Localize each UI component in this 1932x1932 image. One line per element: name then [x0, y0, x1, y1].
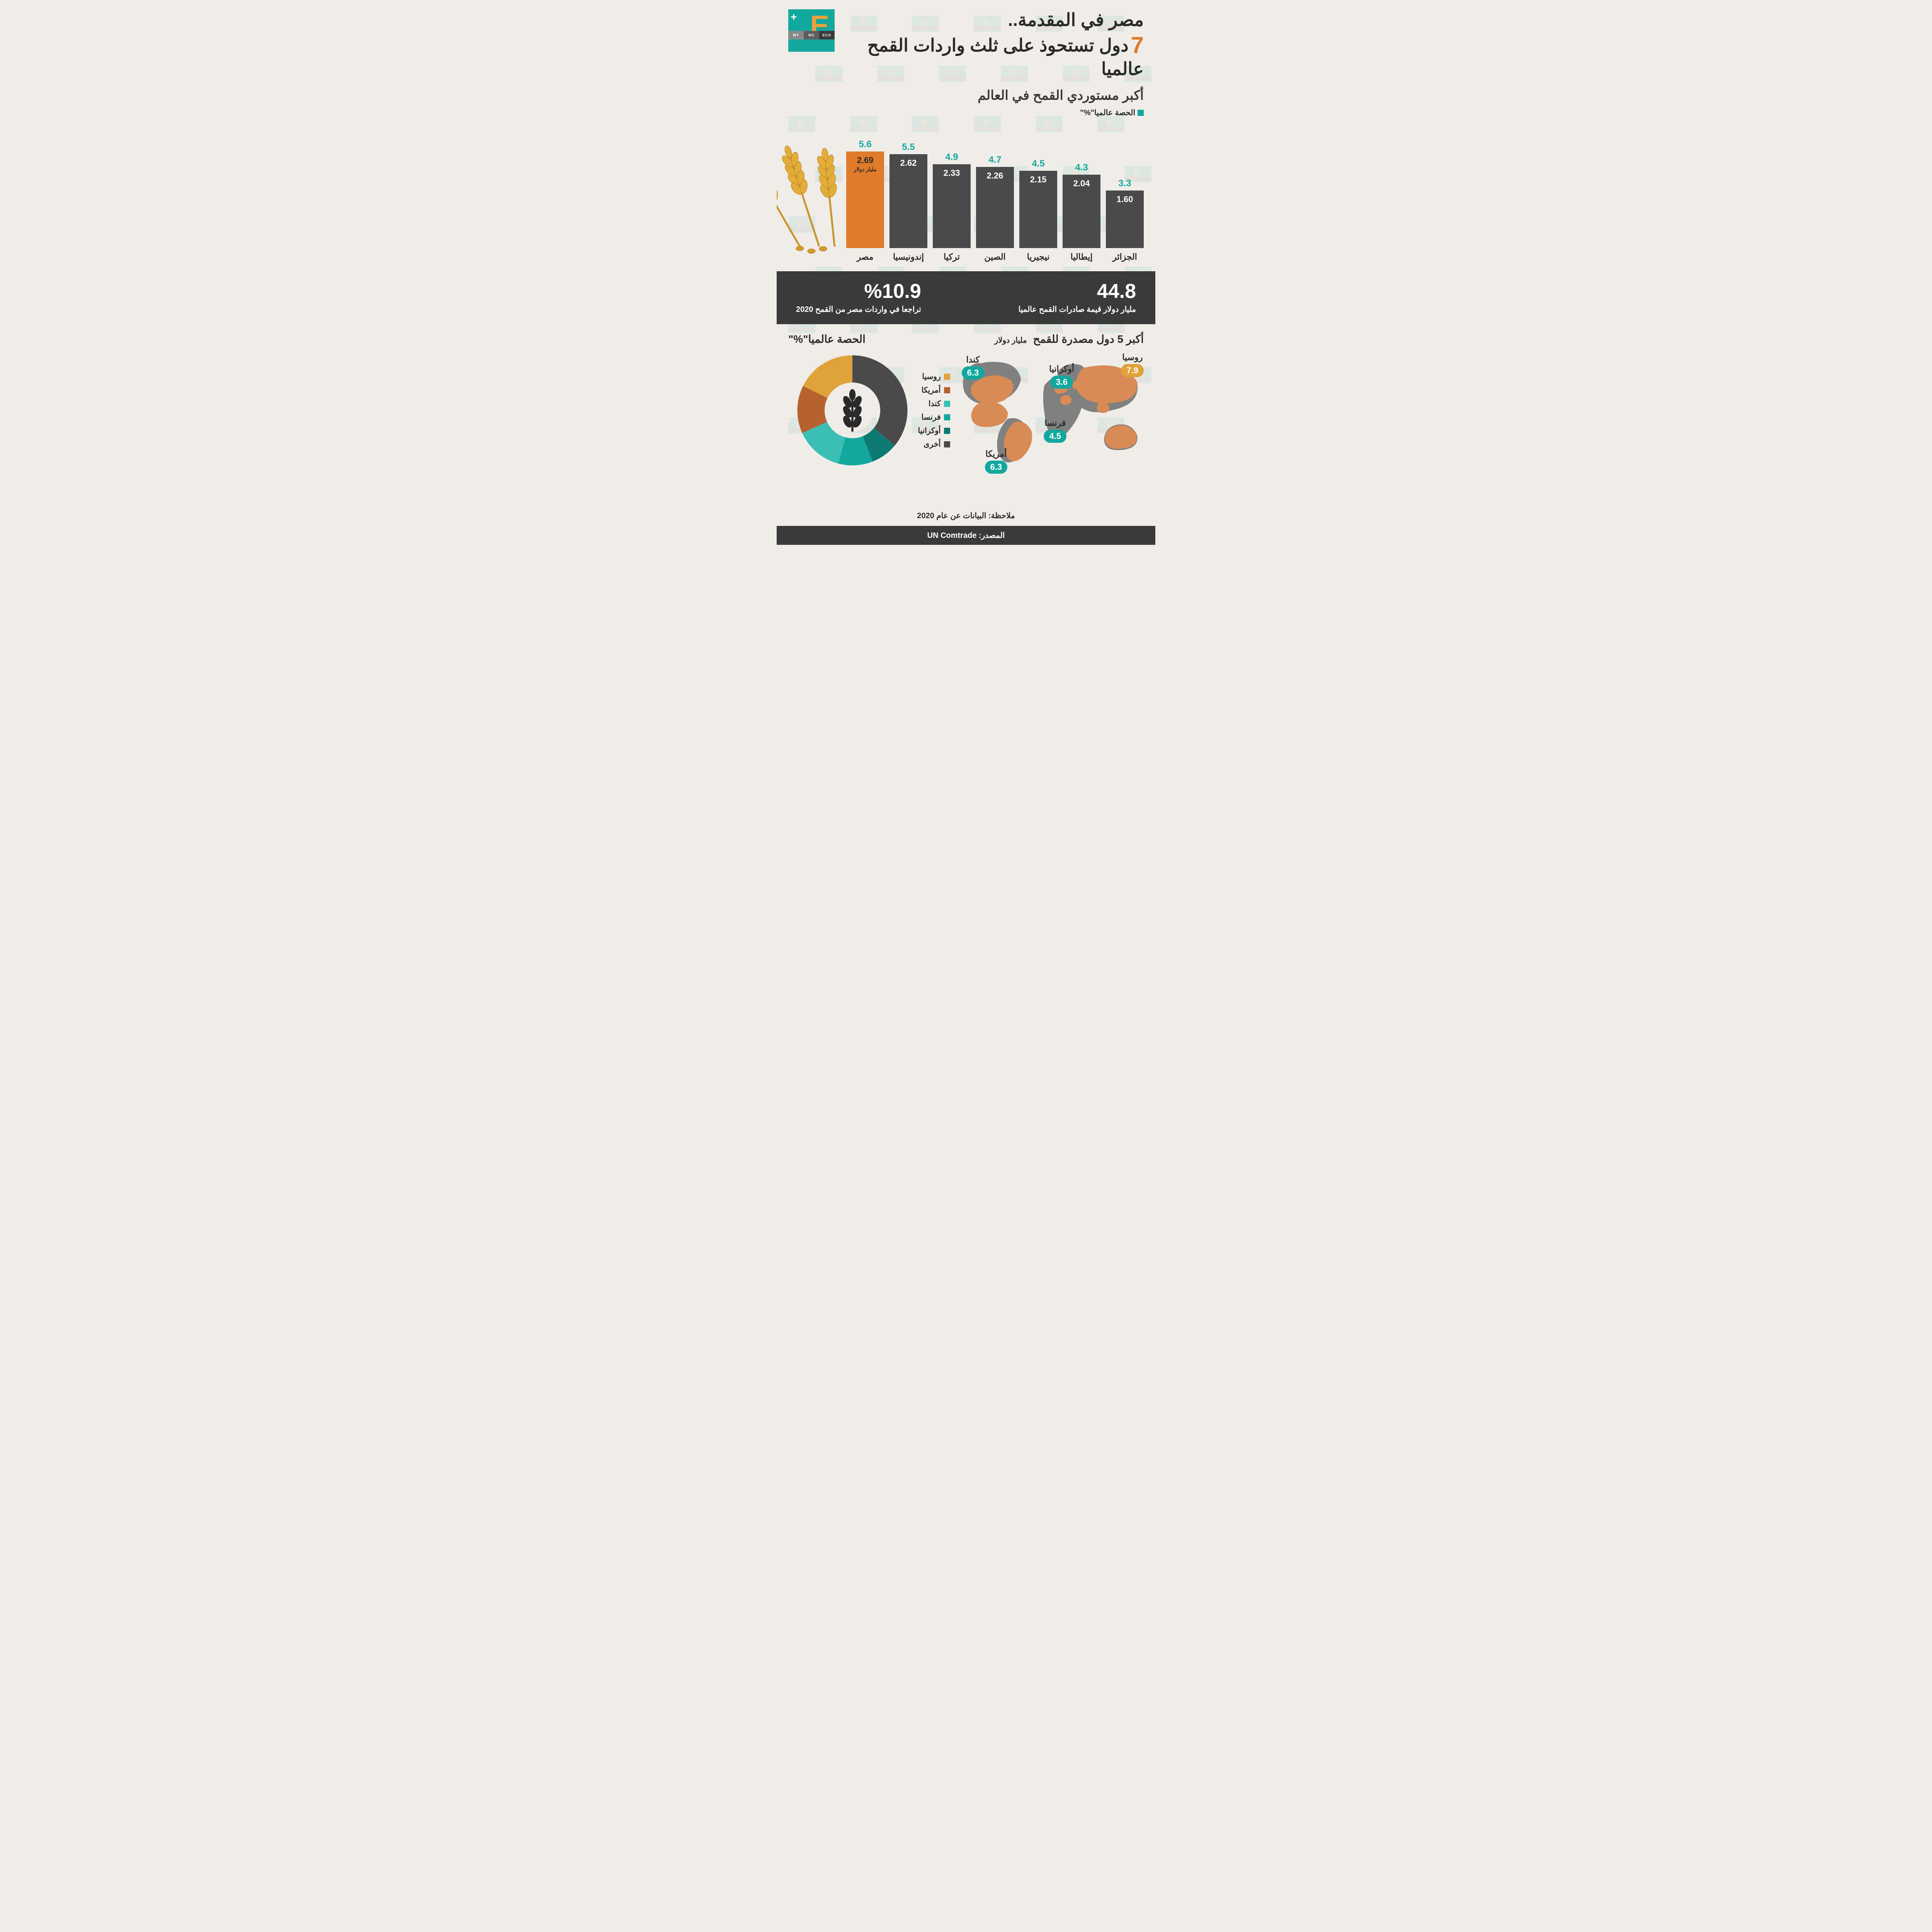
header: مصر في المقدمة.. 7دول تستحوذ على ثلث وار… — [788, 9, 1144, 79]
bar-2: 4.92.33 تركيا — [933, 152, 971, 262]
bar-value: 2.26 — [987, 167, 1003, 181]
bar-country: إندونيسيا — [893, 252, 924, 262]
source-bar: المصدر: UN Comtrade — [777, 526, 1155, 545]
logo-band: ECONOMY — [788, 31, 835, 39]
legend-swatch — [944, 387, 950, 393]
bar-country: تركيا — [944, 252, 960, 262]
title-rest: دول تستحوذ على ثلث واردات القمح عالميا — [867, 35, 1144, 79]
bar-value: 1.60 — [1117, 190, 1133, 204]
legend-swatch — [944, 374, 950, 380]
legend-swatch — [944, 414, 950, 420]
map-callout: أمريكا 6.3 — [985, 449, 1008, 474]
bar-6: 3.31.60 الجزائر — [1106, 178, 1144, 262]
callout-value: 3.6 — [1050, 376, 1073, 389]
bar-rect: 2.62 — [889, 154, 927, 248]
bar-country: إيطاليا — [1070, 252, 1092, 262]
bar-rect: 2.04 — [1063, 175, 1100, 248]
stats-band: 44.8 مليار دولار قيمة صادرات القمح عالمي… — [777, 271, 1155, 324]
legend-item: أمريكا — [918, 385, 950, 395]
exporters-head: أكبر 5 دول مصدرة للقمح مليار دولار الحصة… — [788, 333, 1144, 345]
callout-name: أمريكا — [985, 449, 1008, 459]
logo-plus: + — [791, 11, 797, 23]
legend-swatch — [944, 441, 950, 447]
bar-3: 4.7 2.26 الصين — [976, 155, 1014, 262]
bar-rect: 2.33 — [933, 164, 971, 248]
callout-value: 6.3 — [962, 366, 985, 379]
bar-value: 2.15 — [1030, 171, 1047, 185]
bar-5: 4.3 2.04 إيطاليا — [1063, 162, 1100, 262]
bar-rect: 1.60 — [1106, 190, 1144, 248]
bar-4: 4.5 2.15 نيجيريا — [1019, 158, 1057, 262]
bar-share: 4.3 — [1075, 162, 1088, 173]
callout-value: 6.3 — [985, 461, 1008, 474]
legend-item: أوكرانيا — [918, 426, 950, 435]
map-callout: كندا6.3 — [962, 355, 985, 379]
map-callout: فرنسا 4.5 — [1044, 418, 1066, 443]
bars-container: 5.62.69مليار دولار مصر 5.52.62 إندونيسيا 4.9… — [846, 123, 1144, 262]
callout-value: 7.9 — [1121, 364, 1144, 377]
legend-item: كندا — [918, 399, 950, 408]
footnote: ملاحظة: البيانات عن عام 2020 — [788, 511, 1144, 520]
bar-share: 4.9 — [945, 152, 958, 163]
bar-country: نيجيريا — [1027, 252, 1050, 262]
exporters-title: أكبر 5 دول مصدرة للقمح مليار دولار — [994, 333, 1144, 345]
map-block: روسيا7.9أوكرانيا3.6كندا6.3فرنسا4.5أمريكا… — [958, 352, 1144, 499]
bar-share: 3.3 — [1118, 178, 1131, 189]
callout-name: روسيا — [1121, 352, 1144, 362]
bar-country: الجزائر — [1112, 252, 1137, 262]
bar-rect: 2.15 — [1019, 171, 1057, 248]
legend-item: روسيا — [918, 372, 950, 381]
importers-title: أكبر مستوردي القمح في العالم — [788, 88, 1144, 103]
pie-legend-title: الحصة عالميا"%" — [788, 333, 866, 345]
bar-value: 2.69 — [857, 151, 874, 165]
title-seven: 7 — [1131, 32, 1144, 58]
legend-swatch — [944, 428, 950, 434]
stat-left: %10.9 تراجعا في واردات مصر من القمح 2020 — [796, 281, 921, 314]
title-line-2: 7دول تستحوذ على ثلث واردات القمح عالميا — [842, 32, 1144, 79]
legend-item: أخرى — [918, 439, 950, 449]
title-line-1: مصر في المقدمة.. — [842, 9, 1144, 30]
bar-share: 4.7 — [988, 155, 1001, 165]
map-callout: أوكرانيا 3.6 — [1049, 364, 1074, 389]
map-callout: روسيا 7.9 — [1121, 352, 1144, 377]
bar-value: 2.04 — [1073, 175, 1090, 189]
bar-1: 5.52.62 إندونيسيا — [889, 142, 927, 262]
bar-rect: 2.69مليار دولار — [846, 151, 884, 248]
exporters-body: روسيا7.9أوكرانيا3.6كندا6.3فرنسا4.5أمريكا… — [788, 352, 1144, 499]
donut-chart: 17.714.114.110.1836 — [794, 352, 910, 468]
bar-share: 5.6 — [859, 139, 871, 150]
pie-block: روسيا أمريكا كندا فرنسا أوكرانيا أخرى 17.714.… — [788, 352, 950, 468]
bar-country: مصر — [857, 252, 874, 262]
bar-rect: 2.26 — [976, 167, 1014, 248]
callout-name: أوكرانيا — [1049, 364, 1074, 374]
importers-legend: الحصة عالميا"%" — [788, 108, 1144, 117]
wheat-center-icon — [831, 389, 874, 432]
legend-square-icon — [1138, 110, 1144, 116]
bar-0: 5.62.69مليار دولار مصر — [846, 139, 884, 262]
legend-swatch — [944, 401, 950, 407]
bar-share: 5.5 — [902, 142, 915, 153]
pie-legend: روسيا أمريكا كندا فرنسا أوكرانيا أخرى — [918, 368, 950, 453]
bar-chart: 5.62.69مليار دولار مصر 5.52.62 إندونيسيا 4.9… — [788, 123, 1144, 262]
stat-right: 44.8 مليار دولار قيمة صادرات القمح عالمي… — [1019, 281, 1136, 314]
callout-name: كندا — [962, 355, 985, 365]
bar-value: 2.62 — [900, 154, 917, 168]
legend-item: فرنسا — [918, 412, 950, 422]
bar-unit: مليار دولار — [854, 166, 877, 173]
bar-value: 2.33 — [944, 164, 960, 178]
bar-share: 4.5 — [1032, 158, 1044, 169]
callout-name: فرنسا — [1044, 418, 1066, 428]
callout-value: 4.5 — [1044, 430, 1066, 443]
logo: + E ECONOMY — [788, 9, 835, 52]
bar-country: الصين — [984, 252, 1005, 262]
